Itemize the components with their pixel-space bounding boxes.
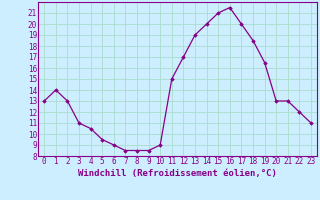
X-axis label: Windchill (Refroidissement éolien,°C): Windchill (Refroidissement éolien,°C) bbox=[78, 169, 277, 178]
